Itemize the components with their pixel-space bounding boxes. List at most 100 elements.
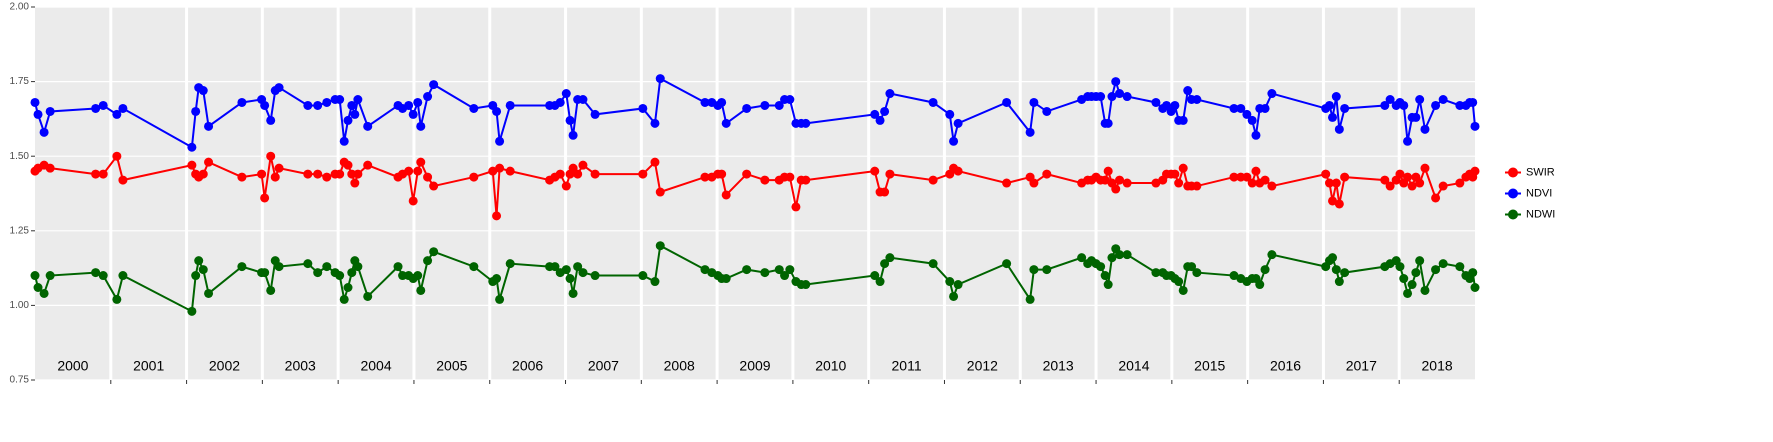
point xyxy=(266,285,276,295)
point xyxy=(561,265,571,275)
point xyxy=(274,83,284,93)
point xyxy=(550,262,560,272)
point xyxy=(495,136,505,146)
point xyxy=(353,262,363,272)
point xyxy=(423,92,433,102)
point xyxy=(578,160,588,170)
point xyxy=(347,100,357,110)
point xyxy=(237,172,247,182)
point xyxy=(945,109,955,119)
point xyxy=(885,253,895,263)
point xyxy=(1029,97,1039,107)
point xyxy=(1334,277,1344,287)
point xyxy=(270,172,280,182)
point xyxy=(469,172,479,182)
point xyxy=(1100,271,1110,281)
point xyxy=(1403,288,1413,298)
point xyxy=(429,247,439,257)
point xyxy=(1399,274,1409,284)
point xyxy=(1324,100,1334,110)
point xyxy=(1174,178,1184,188)
point xyxy=(1420,163,1430,173)
point xyxy=(313,169,323,179)
point xyxy=(363,160,373,170)
point xyxy=(1178,285,1188,295)
point xyxy=(1328,253,1338,263)
point xyxy=(335,271,345,281)
point xyxy=(1247,115,1257,125)
point xyxy=(573,169,583,179)
point xyxy=(870,109,880,119)
point xyxy=(429,181,439,191)
point xyxy=(416,157,426,167)
x-tick-label: 2015 xyxy=(1194,358,1225,374)
point xyxy=(1107,92,1117,102)
point xyxy=(313,268,323,278)
point xyxy=(98,169,108,179)
point xyxy=(1331,92,1341,102)
point xyxy=(198,169,208,179)
point xyxy=(578,95,588,105)
point xyxy=(1151,268,1161,278)
point xyxy=(801,175,811,185)
point xyxy=(774,100,784,110)
point xyxy=(1468,268,1478,278)
point xyxy=(363,121,373,131)
point xyxy=(1340,103,1350,113)
point xyxy=(555,169,565,179)
point xyxy=(1470,121,1480,131)
point xyxy=(423,256,433,266)
point xyxy=(505,166,515,176)
point xyxy=(30,271,40,281)
point xyxy=(1431,265,1441,275)
point xyxy=(953,166,963,176)
point xyxy=(1192,268,1202,278)
x-tick-label: 2016 xyxy=(1270,358,1301,374)
point xyxy=(1229,103,1239,113)
point xyxy=(742,169,752,179)
point xyxy=(1411,268,1421,278)
legend-label: NDVI xyxy=(1526,187,1552,199)
point xyxy=(655,187,665,197)
point xyxy=(760,268,770,278)
point xyxy=(885,89,895,99)
point xyxy=(1395,262,1405,272)
point xyxy=(350,109,360,119)
point xyxy=(1115,175,1125,185)
point xyxy=(760,175,770,185)
x-tick-label: 2009 xyxy=(739,358,770,374)
point xyxy=(1229,271,1239,281)
point xyxy=(187,142,197,152)
point xyxy=(1380,100,1390,110)
point xyxy=(1170,169,1180,179)
point xyxy=(1455,262,1465,272)
point xyxy=(880,106,890,116)
point xyxy=(1115,250,1125,260)
point xyxy=(1029,178,1039,188)
point xyxy=(1468,97,1478,107)
point xyxy=(1438,181,1448,191)
point xyxy=(561,181,571,191)
x-tick-label: 2005 xyxy=(436,358,467,374)
point xyxy=(413,166,423,176)
point xyxy=(194,256,204,266)
point xyxy=(1385,95,1395,105)
point xyxy=(33,282,43,292)
point xyxy=(717,97,727,107)
point xyxy=(266,151,276,161)
point xyxy=(322,172,332,182)
point xyxy=(1192,95,1202,105)
point xyxy=(187,160,197,170)
point xyxy=(1255,280,1265,290)
point xyxy=(953,118,963,128)
point xyxy=(1151,178,1161,188)
x-tick-label: 2002 xyxy=(209,358,240,374)
point xyxy=(1331,178,1341,188)
point xyxy=(717,169,727,179)
x-tick-label: 2000 xyxy=(57,358,88,374)
point xyxy=(1385,181,1395,191)
point xyxy=(700,172,710,182)
point xyxy=(112,294,122,304)
point xyxy=(785,265,795,275)
